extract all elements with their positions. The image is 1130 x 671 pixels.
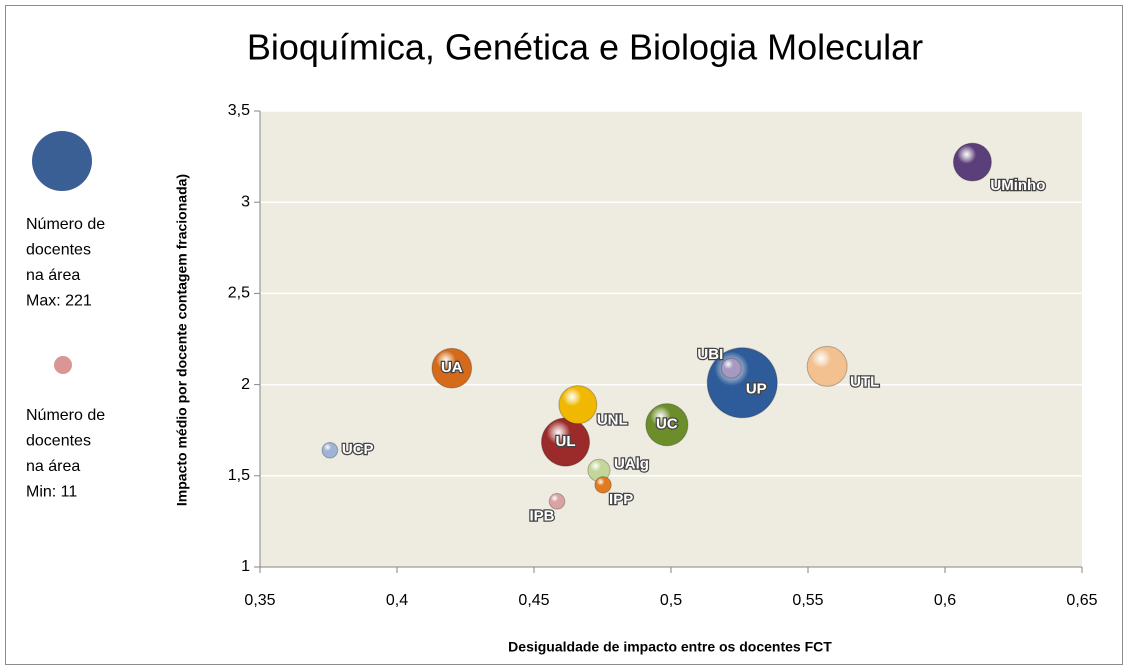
y-tick-label: 2 (241, 376, 250, 393)
data-label: IPB (530, 507, 555, 524)
data-label: UBI (697, 346, 723, 363)
legend-text: na área (26, 267, 80, 284)
y-tick-label: 1,5 (228, 467, 250, 484)
data-label: UTL (850, 373, 879, 390)
x-tick-label: 0,65 (1066, 592, 1097, 609)
legend-min-circle (54, 356, 72, 374)
y-axis-label: Impacto médio por docente contagem fraci… (174, 174, 190, 506)
bubble (806, 345, 848, 387)
data-label: UP (746, 381, 767, 398)
y-tick-label: 3,5 (228, 102, 250, 119)
legend-text: docentes (26, 433, 91, 450)
data-label: UA (441, 359, 463, 376)
chart-title: Bioquímica, Genética e Biologia Molecula… (247, 27, 923, 68)
bubble (594, 476, 612, 494)
legend-text: Min: 11 (26, 484, 77, 501)
legend-max-circle (32, 131, 92, 191)
x-tick-label: 0,4 (386, 592, 408, 609)
bubble (548, 493, 566, 510)
legend-text: docentes (26, 242, 91, 259)
y-tick-label: 1 (241, 558, 250, 575)
bubble (720, 357, 742, 379)
data-label: UC (656, 416, 678, 433)
bubble (645, 403, 689, 447)
x-tick-label: 0,6 (934, 592, 956, 609)
data-label: UL (556, 433, 576, 450)
bubble (321, 441, 339, 459)
x-tick-label: 0,35 (244, 592, 275, 609)
plot-area (260, 111, 1082, 567)
bubble (558, 385, 598, 425)
data-label: UAlg (614, 455, 649, 472)
x-tick-label: 0,45 (518, 592, 549, 609)
data-label: IPP (609, 491, 633, 508)
x-axis-label: Desigualdade de impacto entre os docente… (508, 639, 832, 655)
data-label: UCP (342, 441, 374, 458)
legend-text: Número de (26, 216, 105, 233)
y-tick-label: 3 (241, 193, 250, 210)
data-label: UMinho (990, 177, 1045, 194)
data-label: UNL (597, 412, 628, 429)
bubble (952, 142, 992, 182)
y-tick-label: 2,5 (228, 285, 250, 302)
x-tick-label: 0,5 (660, 592, 682, 609)
bubble (431, 347, 473, 389)
legend-text: na área (26, 458, 80, 475)
legend-text: Max: 221 (26, 293, 92, 310)
x-tick-label: 0,55 (792, 592, 823, 609)
legend-text: Número de (26, 407, 105, 424)
